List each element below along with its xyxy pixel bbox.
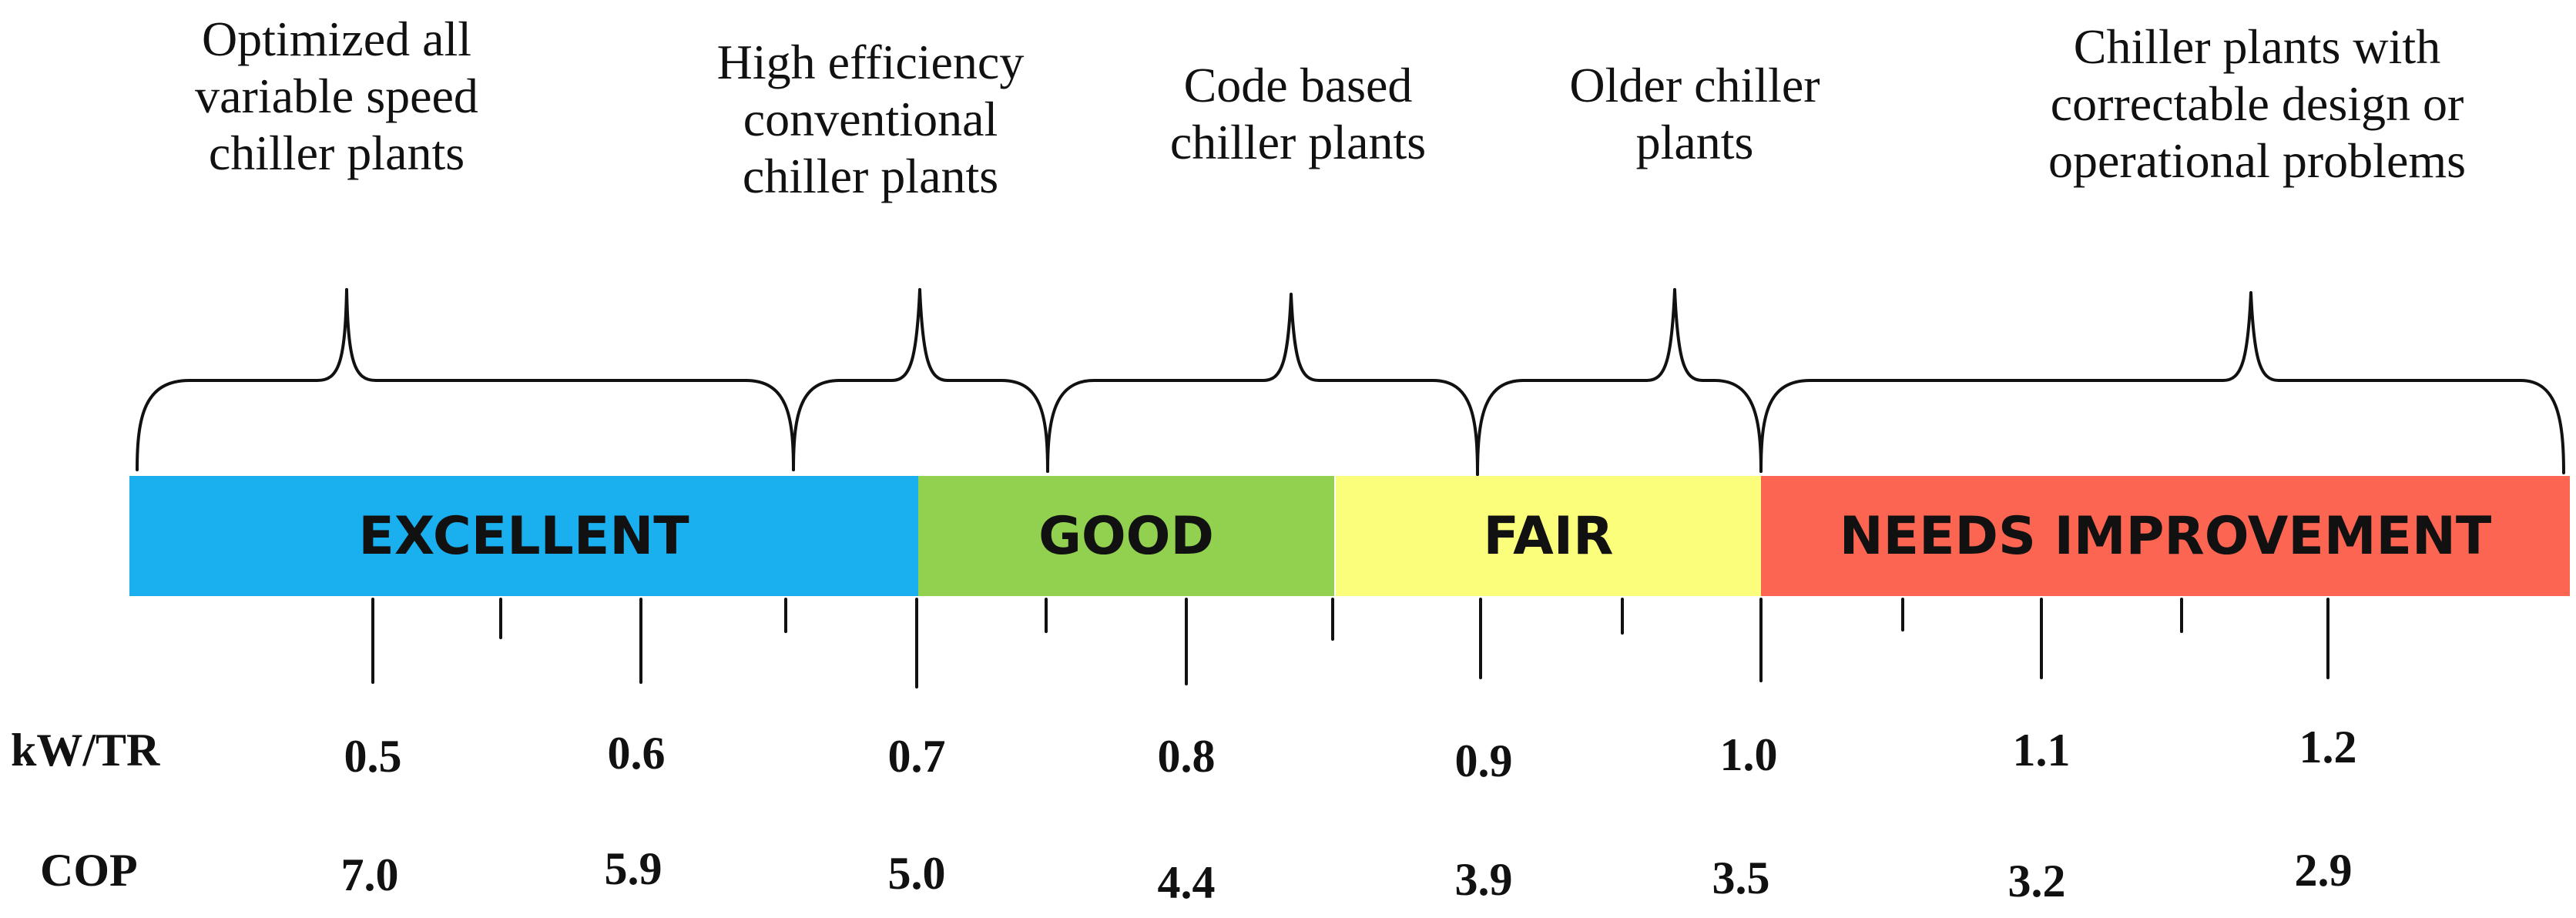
category-caption-older: Older chiller plants	[1569, 58, 1820, 169]
rating-band-needs-improvement: NEEDS IMPROVEMENT	[1761, 476, 2570, 596]
brace-high-efficiency	[792, 288, 1049, 473]
kw-tr-row-label: kW/TR	[11, 725, 160, 776]
cop-value: 3.2	[2007, 856, 2066, 906]
brace-correctable	[1759, 291, 2565, 474]
cop-row-label: COP	[40, 845, 138, 896]
brace-optimized	[136, 288, 795, 471]
cop-value: 5.0	[887, 848, 946, 899]
cop-value: 2.9	[2294, 845, 2353, 896]
category-caption-optimized: Optimized all variable speed chiller pla…	[195, 12, 478, 180]
rating-band-good: GOOD	[918, 476, 1334, 596]
kw-tr-value: 0.7	[887, 731, 946, 782]
cop-value: 7.0	[340, 849, 399, 900]
cop-value: 4.4	[1157, 857, 1216, 908]
rating-band-fair: FAIR	[1336, 476, 1761, 596]
kw-tr-value: 1.0	[1719, 729, 1778, 780]
brace-older	[1476, 288, 1763, 476]
cop-value: 5.9	[604, 843, 662, 894]
kw-tr-value: 0.6	[607, 728, 666, 779]
category-caption-code-based: Code based chiller plants	[1169, 58, 1427, 169]
kw-tr-value: 0.5	[344, 731, 402, 782]
kw-tr-value: 0.8	[1157, 731, 1216, 782]
category-caption-correctable: Chiller plants with correctable design o…	[2048, 19, 2467, 188]
category-caption-high-efficiency: High efficiency conventional chiller pla…	[716, 35, 1025, 203]
rating-band-excellent: EXCELLENT	[129, 476, 918, 596]
cop-value: 3.5	[1712, 853, 1770, 903]
kw-tr-value: 0.9	[1454, 735, 1513, 786]
brace-code-based	[1046, 293, 1479, 476]
kw-tr-value: 1.2	[2299, 722, 2357, 772]
kw-tr-value: 1.1	[2012, 725, 2071, 776]
cop-value: 3.9	[1454, 854, 1513, 905]
